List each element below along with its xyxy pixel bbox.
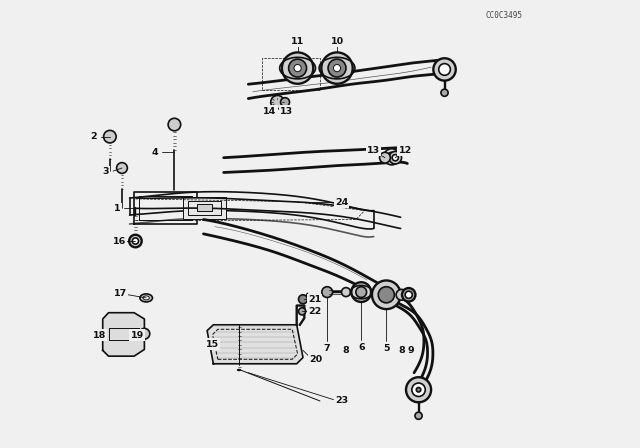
Text: 16: 16 [113,237,126,246]
Circle shape [356,287,367,297]
Text: 4: 4 [152,148,159,157]
Circle shape [298,308,306,315]
Text: 21: 21 [308,295,321,304]
Circle shape [321,52,353,84]
Text: 22: 22 [308,307,321,316]
Circle shape [392,155,399,161]
Circle shape [294,65,301,72]
Circle shape [139,328,150,339]
Bar [196,204,212,211]
Ellipse shape [143,296,149,300]
Text: 8: 8 [398,346,405,355]
Text: 5: 5 [383,344,390,353]
Text: CC0C3495: CC0C3495 [485,11,522,20]
Bar [188,201,221,215]
Circle shape [289,59,307,77]
Circle shape [282,52,314,84]
Bar [183,197,226,219]
Text: 18: 18 [93,331,106,340]
Circle shape [378,287,394,303]
Text: 12: 12 [399,146,412,155]
Circle shape [104,130,116,143]
Text: 17: 17 [114,289,127,298]
Circle shape [405,291,412,298]
Ellipse shape [140,294,152,302]
Text: 3: 3 [102,167,109,176]
Circle shape [380,152,390,163]
Circle shape [132,238,138,244]
Circle shape [322,287,333,297]
Circle shape [415,412,422,419]
Text: 20: 20 [309,355,322,364]
Text: 15: 15 [206,340,219,349]
Text: 10: 10 [330,37,344,46]
Circle shape [396,289,407,300]
Circle shape [372,280,401,309]
Text: 13: 13 [280,107,293,116]
Circle shape [280,98,289,107]
Circle shape [439,64,451,75]
Circle shape [402,288,415,302]
Circle shape [412,383,425,396]
Text: 8: 8 [342,346,349,355]
Circle shape [416,388,421,392]
Circle shape [129,235,141,247]
Circle shape [389,151,401,164]
Circle shape [342,288,351,297]
Text: 2: 2 [90,132,97,141]
Circle shape [168,118,180,131]
Circle shape [116,163,127,173]
Polygon shape [207,325,303,364]
Circle shape [351,282,371,302]
Circle shape [333,65,340,72]
Circle shape [298,295,307,304]
Circle shape [406,377,431,402]
Text: 23: 23 [335,396,348,405]
Text: 19: 19 [131,331,144,340]
Circle shape [383,149,400,165]
Text: 13: 13 [367,146,380,155]
Text: 24: 24 [335,198,348,207]
Text: 7: 7 [324,344,330,353]
Circle shape [328,59,346,77]
Text: 1: 1 [114,204,121,213]
Circle shape [387,152,396,161]
Circle shape [271,95,284,109]
Circle shape [433,58,456,81]
Text: 6: 6 [358,343,365,352]
Circle shape [441,89,448,96]
Text: 14: 14 [263,107,276,116]
Polygon shape [102,313,145,356]
Text: 11: 11 [291,37,304,46]
Text: 9: 9 [407,346,414,355]
